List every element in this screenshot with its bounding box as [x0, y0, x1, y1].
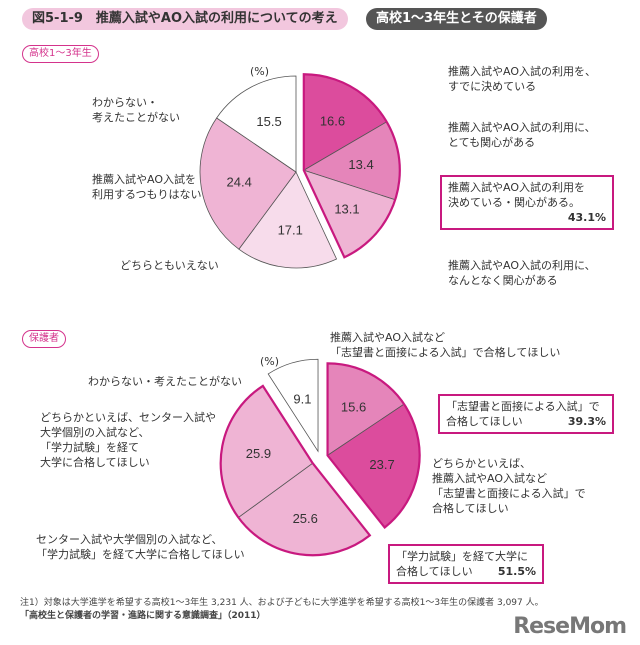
label-parent-rather-essay: どちらかといえば、推薦入試やAO入試など「志望書と面接による入試」で 合格してほし…: [432, 456, 586, 516]
highlight-value: 51.5%: [497, 565, 536, 578]
label-line: とても関心がある: [448, 136, 536, 149]
highlight-box-students: 推薦入試やAO入試の利用を 決めている・関心がある。 43.1%: [440, 175, 614, 230]
pie-slice: [199, 117, 297, 250]
data-label: 16.6: [320, 113, 345, 128]
label-line: なんとなく関心がある: [448, 274, 558, 287]
label-line: 「志望書と面接による入試」で: [432, 487, 586, 500]
label-parent-essay: 推薦入試やAO入試など「志望書と面接による入試」で合格してほしい: [330, 330, 560, 360]
label-dont-know: わからない・考えたことがない: [92, 95, 180, 125]
label-line: 大学個別の入試など、: [40, 426, 150, 439]
unit-label-1: (%): [250, 65, 270, 78]
section-tag-students: 高校1～3年生: [22, 45, 99, 63]
label-not-use: 推薦入試やAO入試を 利用するつもりはない: [92, 172, 202, 202]
label-line: わからない・: [92, 96, 158, 109]
pie-slice: [216, 75, 297, 173]
label-line: 推薦入試やAO入試の利用を、: [448, 65, 596, 78]
label-line: 推薦入試やAO入試など: [330, 331, 445, 344]
data-label: 15.6: [341, 400, 366, 415]
data-label: 23.7: [369, 457, 394, 472]
label-line: 「学力試験」を経て大学に合格してほしい: [36, 548, 245, 561]
label-decided: 推薦入試やAO入試の利用を、 すでに決めている: [448, 64, 596, 94]
label-parent-rather-exam: どちらかといえば、センター入試や 大学個別の入試など、 「学力試験」を経て 大学に合格…: [40, 410, 216, 470]
footnote: 注1）対象は大学進学を希望する高校1～3年生 3,231 人、および子どもに大学…: [20, 598, 544, 608]
data-label: 17.1: [278, 222, 303, 237]
label-line: 「学力試験」を経て大学に: [396, 550, 528, 563]
label-line: 合格してほしい: [396, 565, 473, 578]
label-line: 合格してほしい: [432, 502, 509, 515]
label-line: 推薦入試やAO入試など: [432, 472, 547, 485]
data-label: 25.9: [246, 446, 271, 461]
highlight-outline: [219, 384, 372, 557]
label-neutral: どちらともいえない: [120, 259, 219, 272]
label-line: 「志望書と面接による入試」で: [446, 400, 600, 413]
label-very-interested: 推薦入試やAO入試の利用に、 とても関心がある: [448, 120, 596, 150]
highlight-box-essay: 「志望書と面接による入試」で 合格してほしい 39.3%: [438, 394, 614, 434]
highlight-outline: [326, 362, 421, 530]
figure-subtitle: 高校1～3年生とその保護者: [366, 8, 547, 30]
figure-title: 図5-1-9 推薦入試やAO入試の利用についての考え: [22, 8, 348, 30]
highlight-outline: [302, 73, 401, 259]
label-line: センター入試や大学個別の入試など、: [36, 533, 223, 546]
label-line: どちらかといえば、センター入試や: [40, 411, 216, 424]
label-line: 推薦入試やAO入試を: [92, 173, 196, 186]
label-line: 「学力試験」を経て: [40, 441, 139, 454]
highlight-box-exam: 「学力試験」を経て大学に 合格してほしい 51.5%: [388, 544, 544, 584]
label-parent-exam: センター入試や大学個別の入試など、「学力試験」を経て大学に合格してほしい: [36, 532, 245, 562]
section-tag-parents: 保護者: [22, 330, 66, 348]
source: 「高校生と保護者の学習・進路に関する意識調査」（2011）: [20, 611, 266, 621]
resemom-logo: ReseMom: [513, 614, 627, 639]
data-label: 13.1: [334, 201, 359, 216]
pie-slice: [267, 358, 319, 453]
data-label: 15.5: [256, 114, 281, 129]
label-line: 合格してほしい: [446, 415, 523, 428]
data-label: 24.4: [227, 175, 252, 190]
label-line: どちらかといえば、: [432, 457, 531, 470]
pie-slice: [238, 171, 338, 269]
label-line: 考えたことがない: [92, 111, 180, 124]
label-line: 利用するつもりはない: [92, 188, 202, 201]
highlight-value: 39.3%: [567, 415, 606, 428]
highlight-value: 43.1%: [567, 211, 606, 224]
label-line: 大学に合格してほしい: [40, 456, 150, 469]
label-line: 推薦入試やAO入試の利用に、: [448, 259, 596, 272]
label-line: すでに決めている: [448, 80, 537, 93]
data-label: 25.6: [293, 511, 318, 526]
label-parent-dont-know: わからない・考えたことがない: [88, 375, 242, 388]
data-label: 9.1: [293, 391, 311, 406]
label-somewhat-interested: 推薦入試やAO入試の利用に、 なんとなく関心がある: [448, 258, 596, 288]
data-label: 13.4: [348, 157, 373, 172]
unit-label-2: (%): [260, 355, 280, 368]
label-line: 「志望書と面接による入試」で合格してほしい: [330, 346, 561, 359]
label-line: 推薦入試やAO入試の利用を: [448, 181, 585, 194]
label-line: 推薦入試やAO入試の利用に、: [448, 121, 596, 134]
label-line: 決めている・関心がある。: [448, 196, 580, 209]
